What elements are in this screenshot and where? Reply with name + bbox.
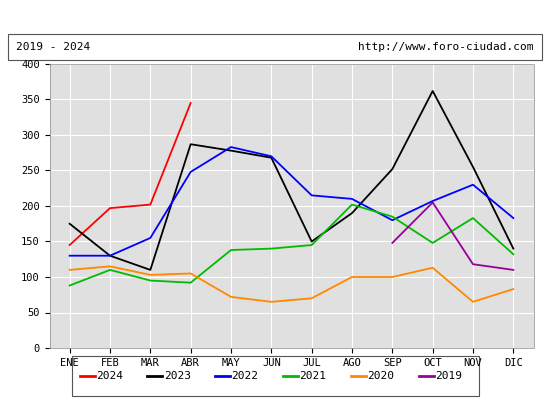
Text: 2020: 2020 xyxy=(367,371,394,381)
Text: 2019 - 2024: 2019 - 2024 xyxy=(16,42,91,52)
FancyBboxPatch shape xyxy=(72,356,478,396)
FancyBboxPatch shape xyxy=(8,34,542,60)
Text: 2023: 2023 xyxy=(164,371,191,381)
Text: 2024: 2024 xyxy=(96,371,123,381)
Text: 2019: 2019 xyxy=(435,371,462,381)
Text: Evolucion Nº Turistas Extranjeros en el municipio de La Puebla del Río: Evolucion Nº Turistas Extranjeros en el … xyxy=(13,10,537,24)
Text: 2021: 2021 xyxy=(299,371,326,381)
Text: 2022: 2022 xyxy=(232,371,258,381)
Text: http://www.foro-ciudad.com: http://www.foro-ciudad.com xyxy=(358,42,534,52)
